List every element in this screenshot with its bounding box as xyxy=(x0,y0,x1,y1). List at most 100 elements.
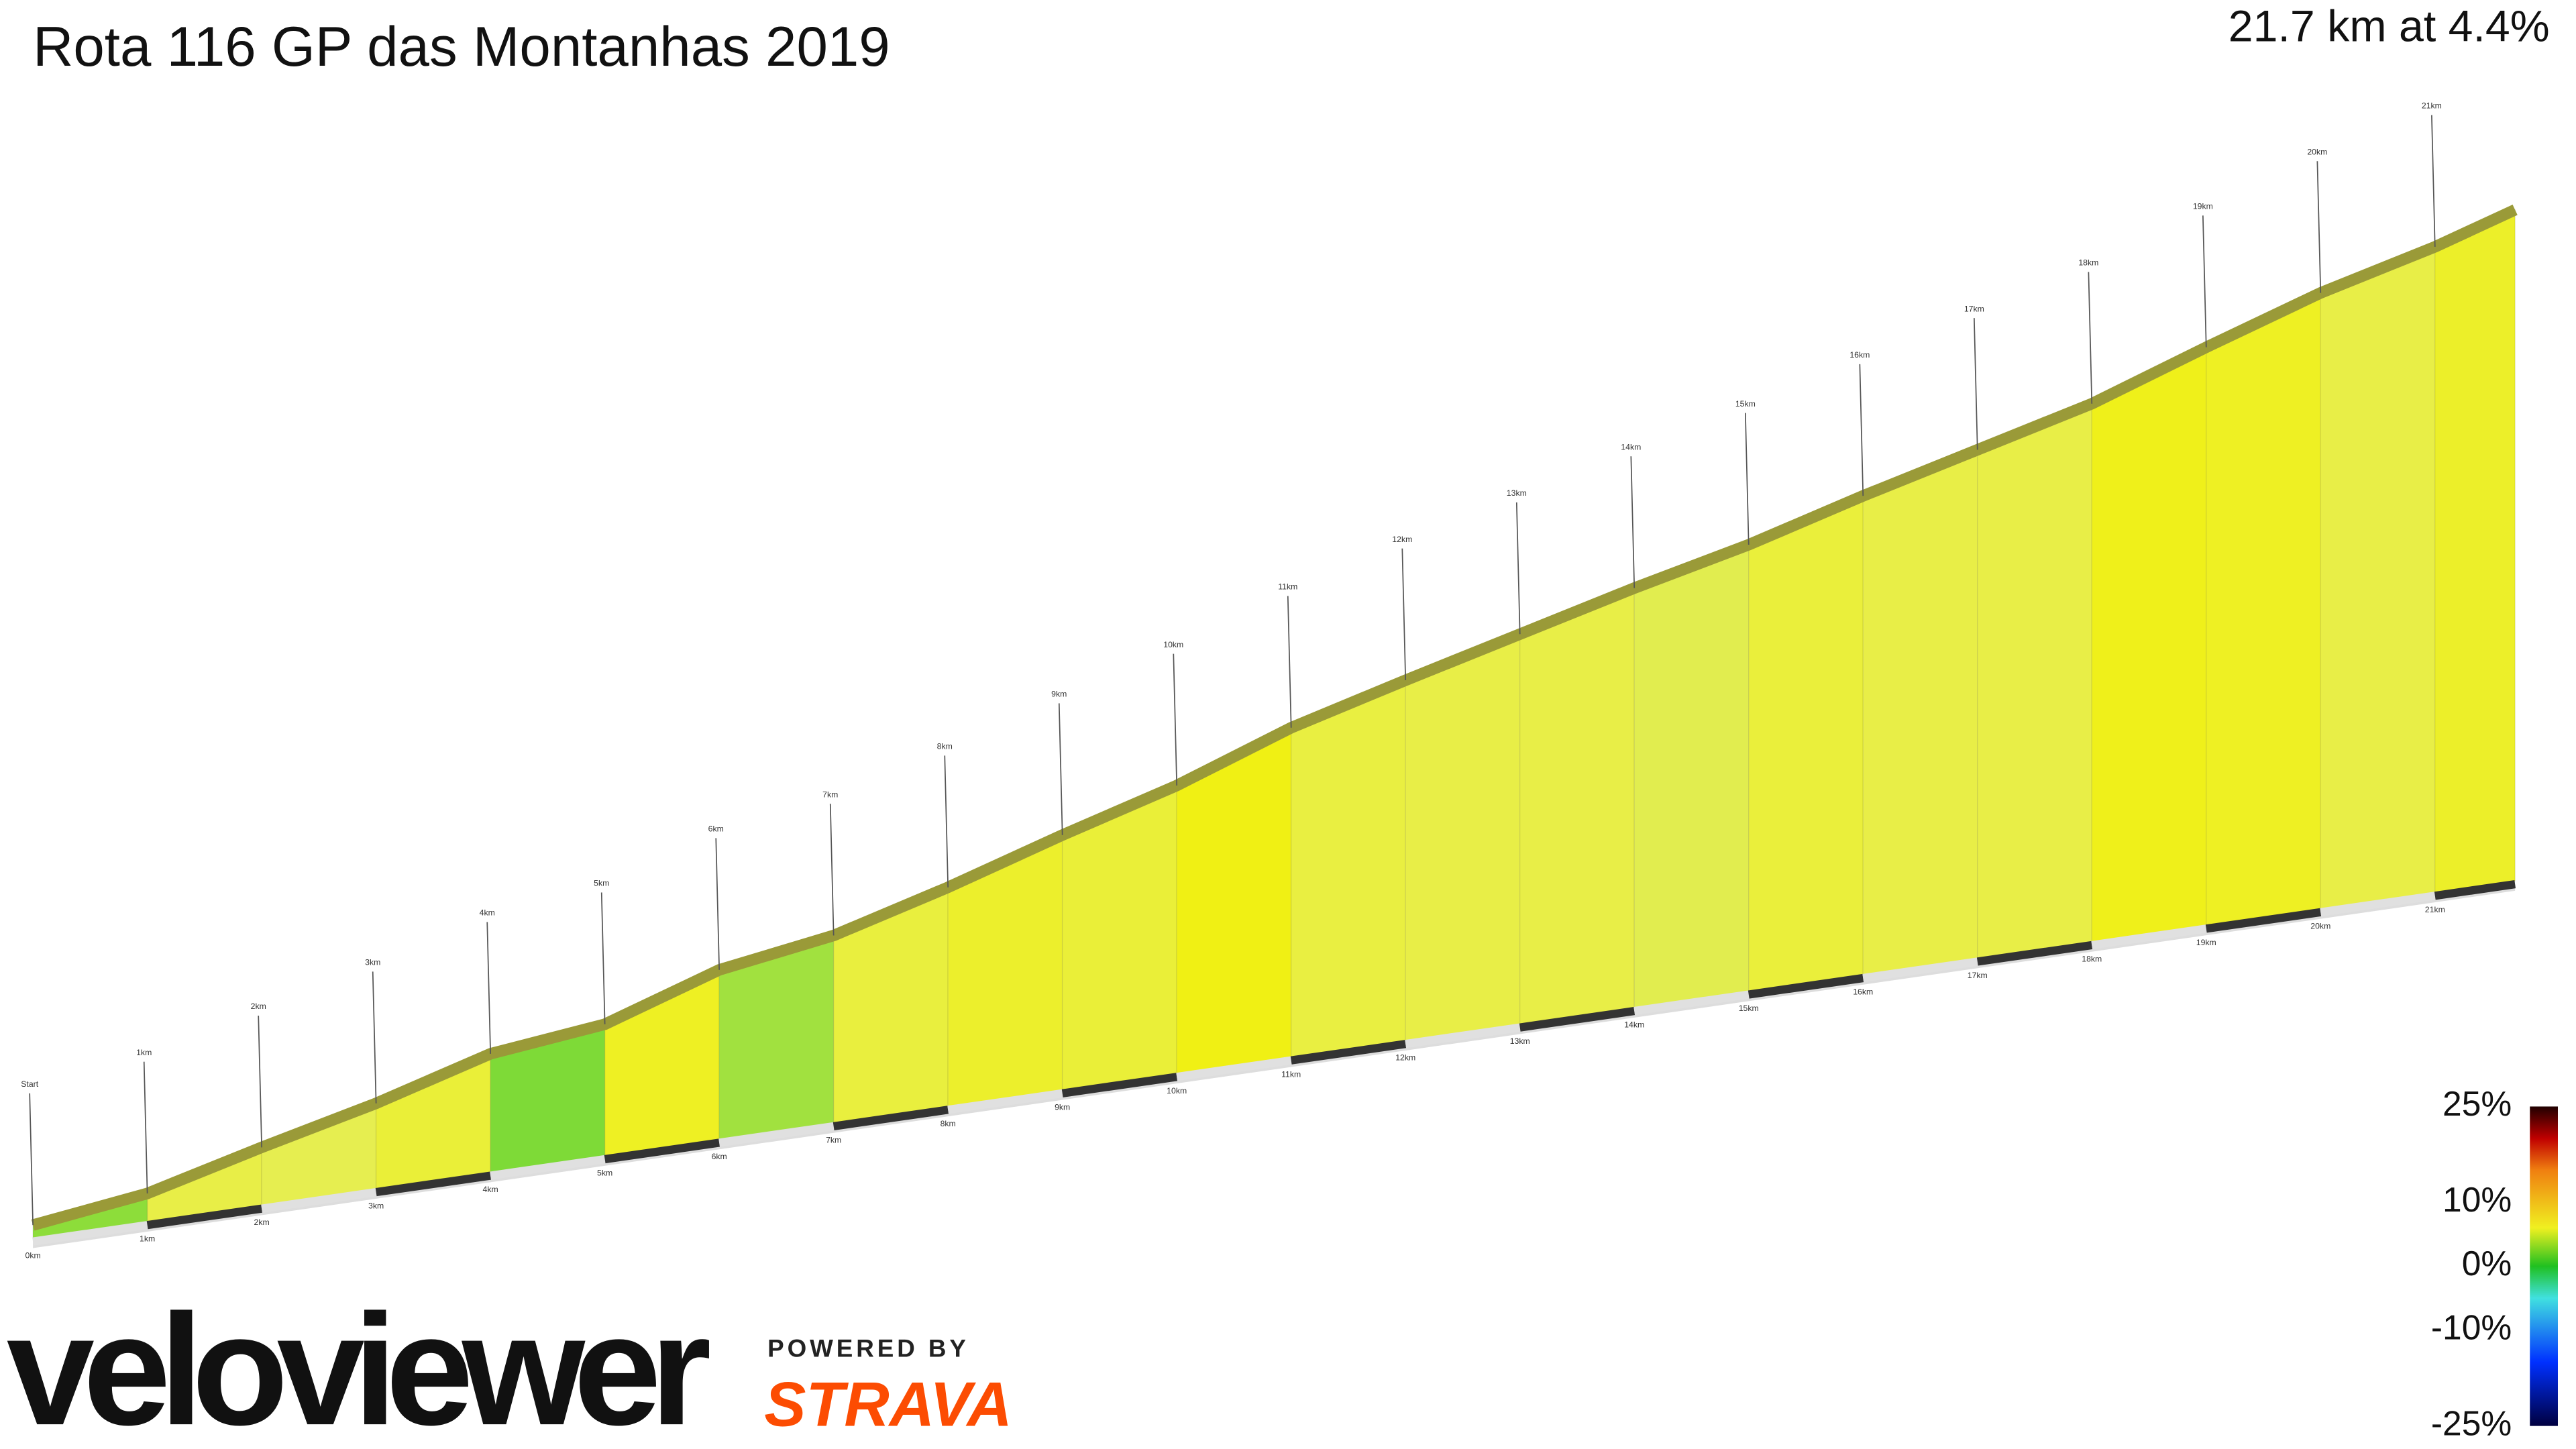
base-tick-label: 3km xyxy=(368,1201,384,1211)
km-marker-label: 4km xyxy=(480,908,495,918)
base-segment xyxy=(1519,1007,1635,1032)
base-segment xyxy=(375,1171,492,1197)
profile-segment xyxy=(1405,633,1521,1042)
profile-segment xyxy=(1290,679,1406,1058)
km-marker-label: 10km xyxy=(1163,640,1183,649)
km-marker-line xyxy=(1173,653,1178,786)
base-tick-label: 14km xyxy=(1624,1020,1644,1030)
base-segment xyxy=(833,1106,949,1130)
color-scale-bar xyxy=(2530,1106,2558,1426)
base-tick-label: 9km xyxy=(1055,1102,1070,1112)
chart-title: Rota 116 GP das Montanhas 2019 xyxy=(33,15,890,78)
km-marker-line xyxy=(829,804,835,936)
base-segment xyxy=(947,1089,1063,1114)
base-segment xyxy=(490,1155,606,1180)
km-marker-label: 18km xyxy=(2078,258,2098,268)
base-tick-label: 11km xyxy=(1281,1069,1301,1079)
base-segment xyxy=(1748,973,1864,999)
color-scale-label: 0% xyxy=(2462,1244,2512,1283)
profile-segment xyxy=(1633,543,1750,1009)
km-marker-label: 1km xyxy=(136,1048,152,1057)
km-marker-line xyxy=(2431,115,2436,247)
profile-segment xyxy=(1519,587,1635,1025)
km-marker-label: 8km xyxy=(937,742,953,751)
profile-segment xyxy=(2434,209,2516,894)
profile-segment xyxy=(1862,449,1978,975)
km-marker-label: 5km xyxy=(594,879,609,888)
base-tick-label: 2km xyxy=(254,1218,270,1227)
color-scale-label: -10% xyxy=(2431,1307,2512,1346)
base-tick-label: 21km xyxy=(2425,905,2445,914)
profile-segment xyxy=(2091,346,2207,943)
km-marker-line xyxy=(29,1093,34,1226)
base-segment xyxy=(1405,1023,1521,1049)
base-tick-label: 19km xyxy=(2196,938,2216,947)
base-segment xyxy=(146,1204,262,1230)
km-marker-line xyxy=(258,1015,262,1148)
km-marker-label: Start xyxy=(21,1079,38,1089)
profile-line xyxy=(31,204,2518,1231)
base-segment xyxy=(1976,941,2093,966)
base-segment xyxy=(32,1221,148,1246)
km-marker-label: 19km xyxy=(2193,201,2213,211)
base-tick-label: 12km xyxy=(1395,1053,1415,1063)
base-segment xyxy=(718,1122,835,1147)
base-tick-label: 18km xyxy=(2082,954,2102,963)
km-marker-line xyxy=(1058,703,1063,835)
km-marker-line xyxy=(944,755,949,888)
base-segment xyxy=(2091,924,2207,949)
profile-segment xyxy=(1748,495,1864,992)
base-segment xyxy=(1290,1040,1407,1065)
powered-by: POWERED BY xyxy=(767,1335,969,1362)
partner: STRAVA xyxy=(764,1370,1012,1440)
base-segment xyxy=(604,1138,720,1164)
base-segment xyxy=(261,1188,377,1213)
base-tick-label: 16km xyxy=(1853,987,1873,997)
km-marker-line xyxy=(1287,596,1292,728)
base-tick-label: 7km xyxy=(826,1135,841,1144)
km-marker-label: 3km xyxy=(365,958,380,967)
km-marker-line xyxy=(1630,456,1635,588)
base-tick-label: 15km xyxy=(1739,1004,1759,1013)
km-marker-label: 20km xyxy=(2307,147,2327,156)
profile-segment xyxy=(2206,292,2322,926)
km-marker-line xyxy=(1744,413,1750,545)
base-tick-label: 1km xyxy=(140,1234,155,1244)
logo: veloviewer xyxy=(7,1281,710,1449)
chart-subtitle: 21.7 km at 4.4% xyxy=(2229,2,2550,52)
km-marker-line xyxy=(2088,272,2093,404)
base-tick-label: 13km xyxy=(1510,1036,1530,1046)
km-marker-label: 6km xyxy=(708,824,724,834)
base-tick-label: 10km xyxy=(1167,1086,1187,1095)
base-segment xyxy=(1862,957,1978,983)
base-segment xyxy=(2205,908,2322,933)
km-marker-line xyxy=(1859,364,1864,496)
km-marker-line xyxy=(2316,161,2322,293)
km-marker-label: 16km xyxy=(1849,350,1870,360)
km-marker-line xyxy=(715,838,720,970)
branding: veloviewer POWERED BY STRAVA xyxy=(7,1281,1012,1449)
color-scale-label: 25% xyxy=(2443,1084,2512,1123)
base-tick-label: 5km xyxy=(597,1169,612,1178)
km-marker-line xyxy=(600,892,606,1024)
profile-segment xyxy=(2320,246,2436,910)
km-marker-label: 17km xyxy=(1964,304,1984,313)
km-marker-label: 7km xyxy=(822,790,838,799)
km-marker-label: 13km xyxy=(1507,488,1527,498)
base-segment xyxy=(2434,880,2516,900)
km-marker-label: 9km xyxy=(1051,690,1067,699)
km-marker-label: 11km xyxy=(1278,582,1297,592)
km-marker-line xyxy=(1973,318,1978,450)
km-marker-label: 15km xyxy=(1735,399,1756,409)
base-segment xyxy=(2320,892,2436,916)
base-tick-label: 17km xyxy=(1968,971,1988,980)
km-marker-line xyxy=(1401,548,1407,681)
base-tick-label: 0km xyxy=(25,1250,41,1260)
profile-segment xyxy=(1977,402,2093,959)
base-segment xyxy=(1061,1073,1178,1097)
km-marker-line xyxy=(1515,502,1521,635)
km-marker-line xyxy=(2202,215,2207,347)
km-marker-label: 21km xyxy=(2422,101,2442,111)
